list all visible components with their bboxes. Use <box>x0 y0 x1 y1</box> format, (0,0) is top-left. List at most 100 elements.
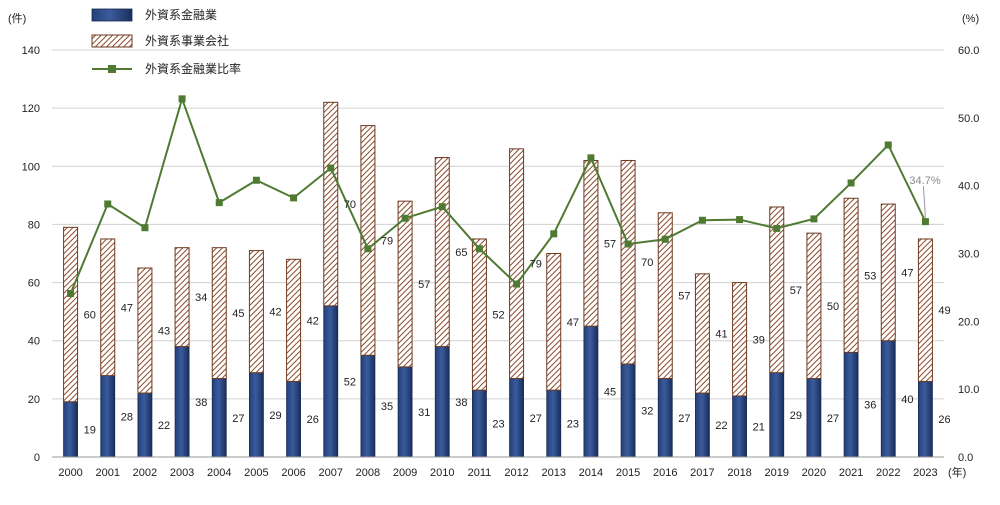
ratio-marker <box>104 200 112 208</box>
ratio-marker <box>698 216 706 224</box>
x-tick-label: 2014 <box>579 467 603 479</box>
bar-financial <box>918 381 933 458</box>
x-tick-label: 2013 <box>542 467 566 479</box>
legend-swatch-business <box>91 34 133 48</box>
data-label-financial: 22 <box>158 420 170 432</box>
x-tick-label: 2006 <box>281 467 305 479</box>
y-right-tick-label: 60.0 <box>958 45 979 57</box>
bar-business <box>694 273 710 394</box>
data-label-business: 50 <box>827 301 839 313</box>
y-left-tick-label: 80 <box>28 219 40 231</box>
y-left-tick-label: 20 <box>28 394 40 406</box>
y-left-tick-label: 100 <box>22 161 40 173</box>
x-tick-label: 2011 <box>468 467 492 479</box>
ratio-marker <box>178 95 186 103</box>
bar-financial <box>211 378 227 458</box>
ratio-marker <box>810 215 818 223</box>
ratio-marker <box>327 164 335 172</box>
ratio-marker <box>290 194 298 202</box>
bar-business <box>620 159 636 365</box>
x-tick-label: 2008 <box>356 467 380 479</box>
legend-label-business: 外資系事業会社 <box>145 33 229 48</box>
x-tick-label: 2015 <box>616 467 640 479</box>
ratio-marker <box>438 203 446 211</box>
data-label-financial: 38 <box>195 397 207 409</box>
x-tick-label: 2009 <box>393 467 417 479</box>
data-label-business: 57 <box>604 238 616 250</box>
ratio-marker <box>141 224 149 232</box>
data-label-financial: 26 <box>307 414 319 426</box>
data-label-business: 49 <box>938 305 950 317</box>
data-label-financial: 26 <box>938 414 950 426</box>
legend-swatch-financial <box>91 8 133 22</box>
data-label-financial: 27 <box>232 413 244 425</box>
bar-business <box>286 258 302 382</box>
x-unit: (年) <box>948 465 966 479</box>
bar-business <box>397 200 413 368</box>
bar-business <box>434 157 450 348</box>
ratio-marker <box>513 280 521 288</box>
ratio-marker <box>624 240 632 248</box>
ratio-marker <box>884 141 892 149</box>
data-label-financial: 22 <box>715 420 727 432</box>
data-label-business: 42 <box>269 307 281 319</box>
ratio-marker <box>736 216 744 224</box>
bar-business <box>732 282 748 397</box>
x-tick-label: 2010 <box>430 467 454 479</box>
bar-business <box>583 159 599 327</box>
bar-business <box>174 247 190 348</box>
ratio-marker <box>215 199 223 207</box>
ratio-line-group <box>67 95 929 298</box>
x-tick-label: 2018 <box>727 467 751 479</box>
y-left-tick-label: 140 <box>22 45 40 57</box>
data-label-business: 60 <box>84 310 96 322</box>
bar-financial <box>509 378 524 458</box>
axes-group: 0 20 40 60 80 100 120 140 0.0 10.0 20.0 30.0 40.0 50.… <box>8 12 979 479</box>
data-label-financial: 27 <box>678 413 690 425</box>
y-right-tick-label: 50.0 <box>958 113 979 125</box>
ratio-marker <box>364 245 372 253</box>
bar-business <box>471 238 487 391</box>
data-label-financial: 19 <box>84 424 96 436</box>
x-tick-label: 2000 <box>58 467 82 479</box>
data-label-business: 57 <box>790 285 802 297</box>
bar-financial <box>323 305 339 458</box>
bar-financial <box>657 378 673 458</box>
data-label-financial: 31 <box>418 407 430 419</box>
data-label-business: 79 <box>530 259 542 271</box>
data-label-financial: 40 <box>901 394 913 406</box>
bar-business <box>917 238 933 382</box>
x-tick-label: 2020 <box>802 467 826 479</box>
bar-financial <box>880 340 896 458</box>
x-tick-label: 2012 <box>504 467 528 479</box>
bar-financial <box>583 325 599 458</box>
data-label-financial: 29 <box>790 410 802 422</box>
legend-label-financial: 外資系金融業 <box>145 7 217 22</box>
bar-financial <box>397 366 413 458</box>
ratio-marker <box>773 224 781 232</box>
bar-business <box>248 250 264 374</box>
x-tick-label: 2007 <box>319 467 343 479</box>
data-label-business: 47 <box>901 267 913 279</box>
x-tick-label: 2001 <box>96 467 120 479</box>
data-label-business: 57 <box>678 291 690 303</box>
ratio-marker <box>252 176 260 184</box>
data-label-financial: 29 <box>269 410 281 422</box>
data-label-financial: 38 <box>455 397 467 409</box>
bar-business <box>360 125 376 356</box>
x-tick-label: 2003 <box>170 467 194 479</box>
bar-financial <box>63 401 78 458</box>
y-right-tick-label: 40.0 <box>958 181 979 193</box>
x-tick-label: 2017 <box>690 467 714 479</box>
y-left-unit: (件) <box>8 12 26 25</box>
bar-financial <box>434 346 450 458</box>
y-right-unit: (%) <box>962 13 979 25</box>
bar-financial <box>472 389 487 458</box>
x-tick-label: 2016 <box>653 467 677 479</box>
bar-financial <box>100 375 116 458</box>
data-label-financial: 45 <box>604 387 616 399</box>
x-tick-label: 2004 <box>207 467 231 479</box>
bar-business <box>546 253 562 391</box>
